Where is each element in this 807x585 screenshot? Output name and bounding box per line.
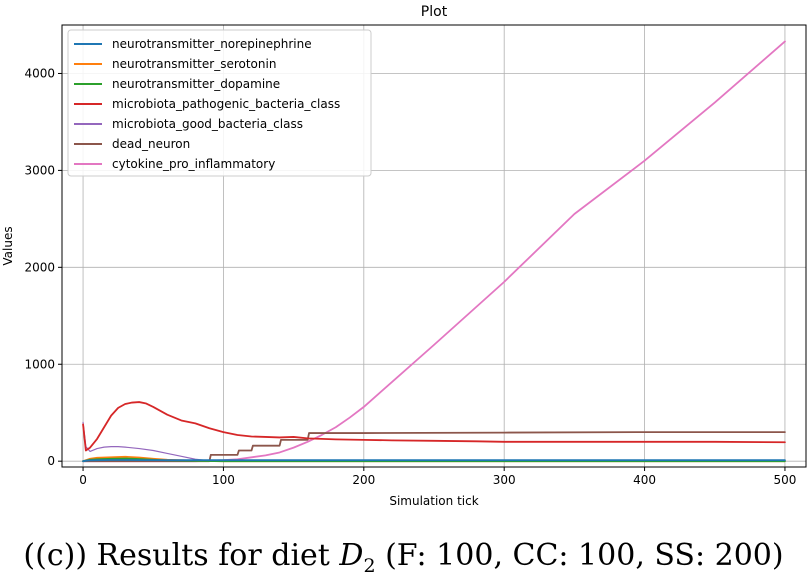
legend-label-microbiota-good-bacteria-class: microbiota_good_bacteria_class bbox=[112, 117, 303, 131]
legend-box bbox=[67, 29, 372, 177]
axis-ticks: 0 100 200 300 400 500 0 1000 2000 3000 4000 bbox=[24, 66, 796, 487]
legend-label-dead-neuron: dead_neuron bbox=[112, 137, 190, 151]
chart: Plot 0 100 200 300 400 500 0 1000 2000 3000 4000 S… bbox=[1, 4, 807, 508]
y-tick-label: 2000 bbox=[24, 260, 55, 274]
y-tick-label: 3000 bbox=[24, 163, 55, 177]
plot-frame bbox=[61, 24, 807, 468]
legend-label-neurotransmitter-serotonin: neurotransmitter_serotonin bbox=[112, 57, 276, 71]
legend: neurotransmitter_norepinephrine neurotran… bbox=[67, 29, 372, 177]
caption-prefix: ((c)) Results for diet bbox=[23, 538, 340, 573]
x-tick-label: 0 bbox=[79, 473, 87, 487]
caption-suffix: (F: 100, CC: 100, SS: 200) bbox=[375, 538, 784, 573]
series-line-microbiota-pathogenic-bacteria-class bbox=[82, 401, 786, 452]
caption-diet-variable: D bbox=[339, 538, 364, 573]
x-tick-label: 100 bbox=[212, 473, 235, 487]
x-tick-label: 300 bbox=[493, 473, 516, 487]
x-tick-label: 500 bbox=[773, 473, 796, 487]
y-tick-label: 1000 bbox=[24, 357, 55, 371]
legend-label-microbiota-pathogenic-bacteria-class: microbiota_pathogenic_bacteria_class bbox=[112, 97, 340, 111]
y-tick-label: 4000 bbox=[24, 66, 55, 80]
caption-diet-subscript: 2 bbox=[363, 555, 376, 577]
y-axis-label: Values bbox=[1, 226, 15, 265]
x-tick-label: 400 bbox=[633, 473, 656, 487]
legend-label-neurotransmitter-dopamine: neurotransmitter_dopamine bbox=[112, 77, 280, 91]
series-line-neurotransmitter-norepinephrine bbox=[82, 459, 786, 463]
legend-label-neurotransmitter-norepinephrine: neurotransmitter_norepinephrine bbox=[112, 37, 312, 51]
legend-label-cytokine-pro-inflammatory: cytokine_pro_inflammatory bbox=[112, 157, 275, 171]
y-tick-label: 0 bbox=[47, 454, 55, 468]
series-layer bbox=[82, 40, 786, 463]
figure-caption: ((c)) Results for diet D2 (F: 100, CC: 1… bbox=[0, 538, 807, 577]
x-tick-label: 200 bbox=[352, 473, 375, 487]
chart-title: Plot bbox=[421, 4, 448, 20]
x-axis-label: Simulation tick bbox=[389, 494, 478, 508]
series-line-dead-neuron bbox=[82, 431, 786, 463]
